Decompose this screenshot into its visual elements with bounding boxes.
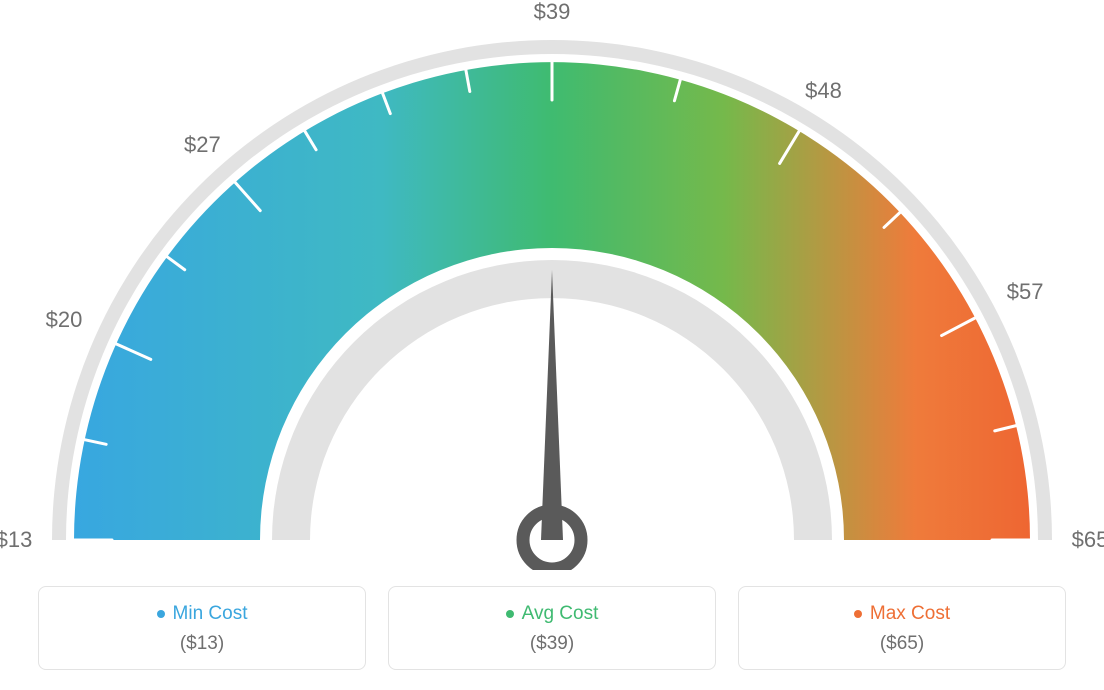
legend-row: Min Cost ($13) Avg Cost ($39) Max Cost (… (38, 586, 1066, 670)
legend-min-dot (157, 610, 165, 618)
gauge-tick-label: $27 (184, 132, 221, 158)
legend-avg-top: Avg Cost (506, 603, 599, 625)
legend-min-top: Min Cost (157, 603, 248, 625)
legend-max-cost: Max Cost ($65) (738, 586, 1066, 670)
legend-max-value: ($65) (880, 633, 924, 655)
legend-min-cost: Min Cost ($13) (38, 586, 366, 670)
gauge-svg (0, 0, 1104, 570)
legend-max-dot (854, 610, 862, 618)
legend-min-label: Min Cost (173, 603, 248, 625)
legend-avg-dot (506, 610, 514, 618)
cost-gauge-chart: $13 $20 $27 $39 $48 $57 $65 Min Cost ($13) Avg… (0, 0, 1104, 690)
gauge-tick-label: $13 (0, 527, 32, 553)
legend-max-top: Max Cost (854, 603, 950, 625)
gauge-tick-label: $57 (1007, 279, 1044, 305)
gauge-tick-label: $65 (1072, 527, 1104, 553)
gauge-tick-label: $20 (46, 307, 83, 333)
gauge-area: $13 $20 $27 $39 $48 $57 $65 (0, 0, 1104, 570)
legend-avg-label: Avg Cost (522, 603, 599, 625)
gauge-tick-label: $48 (805, 78, 842, 104)
gauge-tick-label: $39 (534, 0, 571, 25)
legend-min-value: ($13) (180, 633, 224, 655)
legend-avg-value: ($39) (530, 633, 574, 655)
legend-max-label: Max Cost (870, 603, 950, 625)
legend-avg-cost: Avg Cost ($39) (388, 586, 716, 670)
